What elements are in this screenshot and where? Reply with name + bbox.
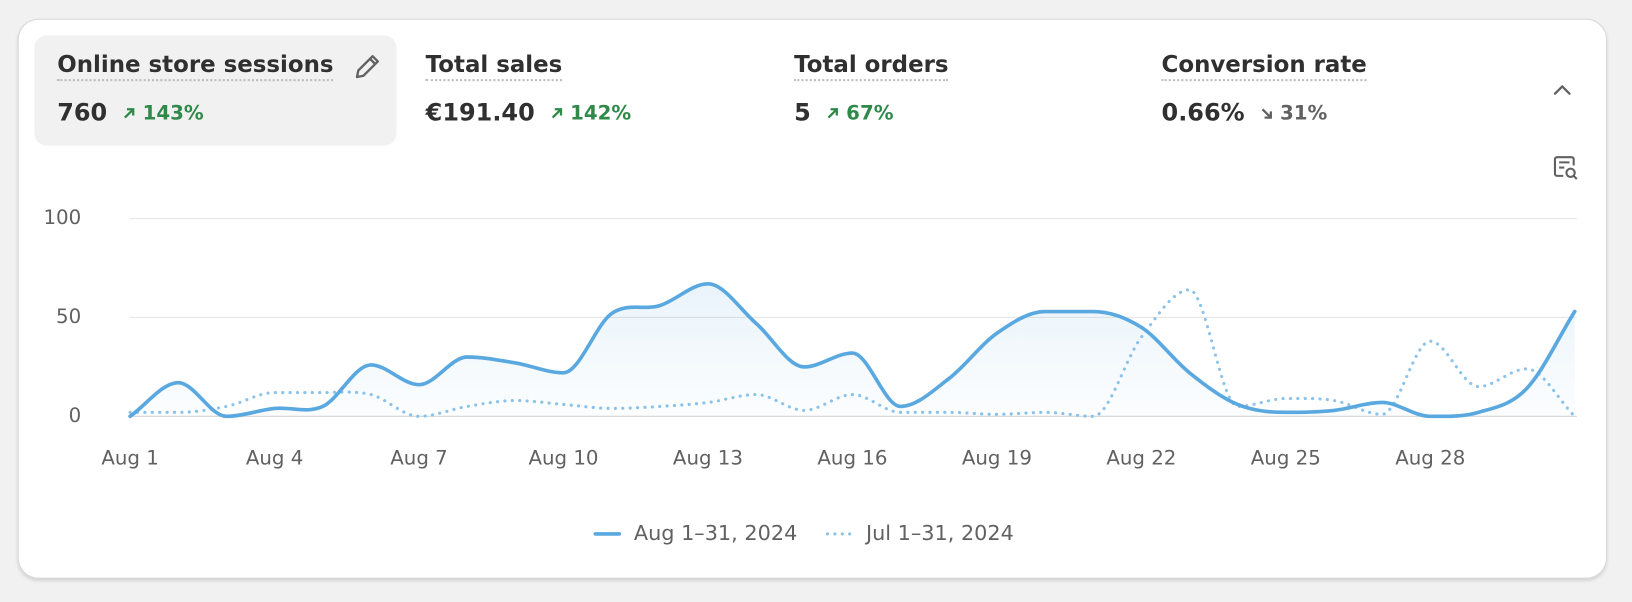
arrow-path <box>124 108 135 119</box>
arrow-path <box>1261 108 1272 119</box>
metric-value: 5 <box>794 99 811 127</box>
metric-label: Conversion rate <box>1161 52 1367 82</box>
series-line <box>128 282 1577 419</box>
metric-value-row: 5 67% <box>794 100 893 127</box>
arrow-path <box>551 108 562 119</box>
metric-change-text: 31% <box>1279 101 1328 125</box>
trend-arrow <box>124 108 135 119</box>
metric-change: 143% <box>122 102 204 125</box>
metric-value-row: €191.40 142% <box>426 100 632 127</box>
metric-change: 31% <box>1259 102 1327 125</box>
metric-value-row: 0.66% 31% <box>1162 100 1328 127</box>
metric-change-text: 67% <box>846 101 894 125</box>
metric-label: Total sales <box>425 52 563 82</box>
metric-tile[interactable]: Online store sessions 760 143% <box>34 35 397 146</box>
area-fill <box>130 283 1575 417</box>
x-tick-label: Aug 10 <box>528 446 598 469</box>
metric-tile: Conversion rate 0.66% 31% <box>1139 35 1501 145</box>
collapse-icon[interactable] <box>1549 78 1576 101</box>
x-tick-label: Aug 19 <box>962 446 1032 469</box>
metric-label: Online store sessions <box>57 52 334 82</box>
x-tick-label: Aug 13 <box>673 446 743 469</box>
legend-label: Aug 1–31, 2024 <box>634 521 797 545</box>
metric-change: 142% <box>549 102 631 125</box>
metric-tile: Total orders 5 67% <box>771 35 1133 145</box>
x-tick-label: Aug 25 <box>1251 446 1321 469</box>
analytics-card: Online store sessions 760 143% Total sales €… <box>17 18 1607 579</box>
y-tick-label: 100 <box>43 206 81 229</box>
edit-icon[interactable] <box>352 51 383 82</box>
x-tick-label: Aug 1 <box>101 446 158 469</box>
metric-value-row: 760 143% <box>57 100 203 127</box>
y-tick-label: 0 <box>69 404 82 427</box>
y-tick-label: 50 <box>56 305 81 328</box>
metric-value: 760 <box>57 99 108 127</box>
x-tick-label: Aug 22 <box>1106 446 1176 469</box>
arrow-path <box>827 108 838 119</box>
x-tick-label: Aug 4 <box>246 446 303 469</box>
trend-arrow <box>1261 108 1272 119</box>
metric-value: €191.40 <box>425 99 535 127</box>
trend-arrow <box>827 108 838 119</box>
x-tick-label: Aug 7 <box>390 446 447 469</box>
metric-change-text: 143% <box>142 101 204 125</box>
x-tick-label: Aug 16 <box>817 446 887 469</box>
metric-tile: Total sales €191.40 142% <box>403 35 765 145</box>
trend-arrow <box>551 108 562 119</box>
x-tick-label: Aug 28 <box>1395 446 1465 469</box>
legend-label: Jul 1–31, 2024 <box>864 521 1014 545</box>
metric-change: 67% <box>825 101 894 125</box>
metric-label: Total orders <box>794 52 949 82</box>
metric-value: 0.66% <box>1161 99 1245 127</box>
metric-change-text: 142% <box>570 101 632 125</box>
insights-icon[interactable] <box>1551 153 1580 182</box>
